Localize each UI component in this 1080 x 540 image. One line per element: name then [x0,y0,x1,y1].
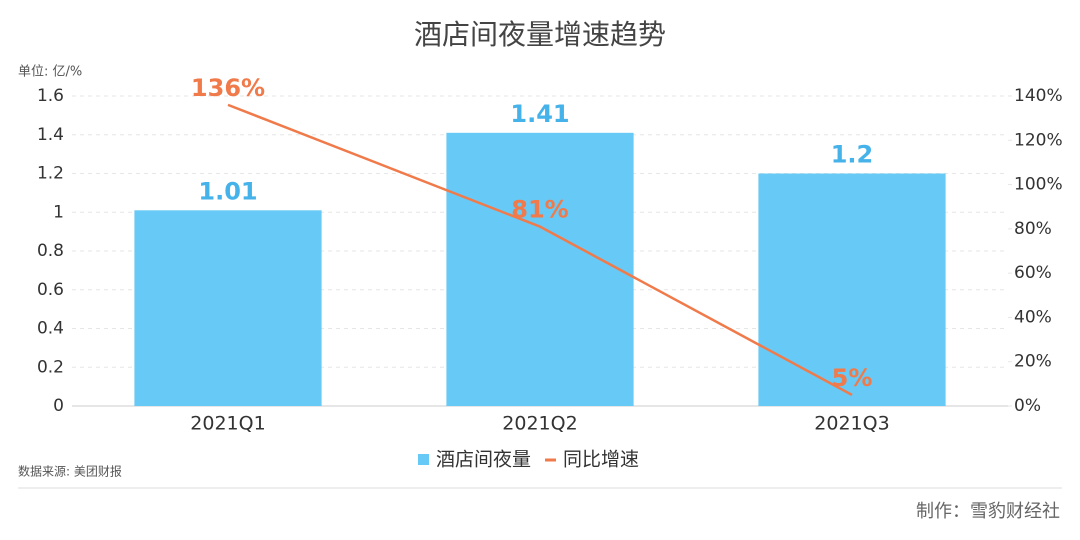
y2-tick-label: 120% [1014,130,1063,150]
y-tick-label: 1.4 [37,125,64,145]
x-tick-label: 2021Q1 [190,413,265,435]
legend-label: 同比增速 [563,449,639,471]
y-tick-label: 1 [53,202,64,222]
y2-tick-label: 0% [1014,396,1041,416]
y2-tick-label: 100% [1014,175,1063,195]
bar [758,173,946,406]
y-tick-label: 1.2 [37,164,64,184]
line-value-label: 81% [511,196,568,224]
bar [134,210,322,406]
y-tick-label: 1.6 [37,86,64,106]
x-tick-label: 2021Q3 [814,413,889,435]
line-series [227,103,853,397]
line-value-label: 136% [191,74,265,102]
bar-value-label: 1.01 [198,177,257,205]
legend-swatch [418,454,429,465]
legend-label: 酒店间夜量 [436,449,531,471]
y-tick-label: 0.6 [37,280,64,300]
y-tick-label: 0 [53,396,64,416]
y-tick-label: 0.8 [37,241,64,261]
y-tick-label: 0.2 [37,357,64,377]
y2-tick-label: 80% [1014,219,1052,239]
credit: 制作：雪豹财经社 [916,501,1060,522]
line-value-label: 5% [832,364,873,392]
y-tick-label: 0.4 [37,319,64,339]
bar [446,132,634,406]
source-note: 数据来源: 美团财报 [18,464,122,479]
y2-tick-label: 140% [1014,86,1063,106]
bar-value-label: 1.2 [831,141,874,169]
x-tick-label: 2021Q2 [502,413,577,435]
y2-tick-label: 40% [1014,307,1052,327]
unit-label: 单位: 亿/% [18,65,82,80]
chart-title: 酒店间夜量增速趋势 [414,18,666,51]
y2-tick-label: 20% [1014,352,1052,372]
y2-tick-label: 60% [1014,263,1052,283]
bar-value-label: 1.41 [510,100,569,128]
